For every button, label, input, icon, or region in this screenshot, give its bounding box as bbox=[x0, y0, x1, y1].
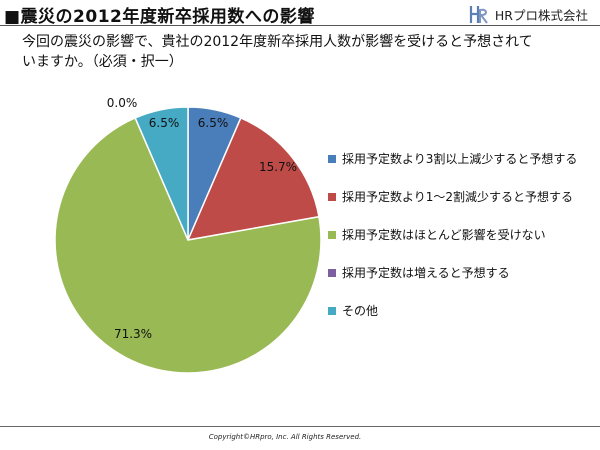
slice-value-label: 71.3% bbox=[114, 327, 152, 341]
page-title: ■震災の2012年度新卒採用数への影響 bbox=[4, 7, 315, 27]
legend-item: 採用予定数より3割以上減少すると予想する bbox=[328, 150, 577, 167]
copyright-text: Copyright©HRpro, Inc. All Rights Reserve… bbox=[208, 433, 362, 441]
legend-swatch bbox=[328, 154, 336, 163]
legend-item: 採用予定数は増えると予想する bbox=[328, 264, 510, 281]
legend-label: その他 bbox=[342, 304, 379, 318]
hr-logo-mark-icon bbox=[468, 3, 490, 25]
legend-swatch bbox=[328, 192, 336, 201]
legend-item: 採用予定数はほとんど影響を受けない bbox=[328, 226, 546, 243]
pie-slice bbox=[134, 106, 189, 241]
legend-swatch bbox=[328, 230, 336, 239]
question-line-1: 今回の震災の影響で、貴社の2012年度新卒採用人数が影響を受けると予想されて bbox=[22, 34, 533, 50]
legend-swatch bbox=[328, 268, 336, 277]
legend-label: 採用予定数はほとんど影響を受けない bbox=[342, 228, 546, 242]
pie-slice bbox=[186, 116, 320, 241]
legend-label: 採用予定数は増えると予想する bbox=[342, 266, 510, 280]
slice-value-label: 0.0% bbox=[107, 96, 138, 110]
header-divider bbox=[0, 25, 600, 26]
survey-question: 今回の震災の影響で、貴社の2012年度新卒採用人数が影響を受けると予想されて い… bbox=[22, 32, 542, 72]
slice-value-label: 6.5% bbox=[149, 116, 180, 130]
logo-text: HRプロ株式会社 bbox=[494, 7, 588, 23]
legend-item: その他 bbox=[328, 302, 378, 319]
legend-label: 採用予定数より1～2割減少すると予想する bbox=[342, 190, 574, 204]
slice-value-label: 6.5% bbox=[198, 116, 229, 130]
legend-item: 採用予定数より1～2割減少すると予想する bbox=[328, 188, 573, 205]
legend-swatch bbox=[328, 306, 336, 315]
question-line-2: いますか。（必須・択一） bbox=[22, 54, 183, 70]
company-logo: HRプロ株式会社 bbox=[468, 3, 588, 25]
legend-label: 採用予定数より3割以上減少すると予想する bbox=[342, 152, 578, 166]
footer-divider bbox=[0, 426, 600, 427]
pie-slice bbox=[54, 116, 322, 374]
slice-value-label: 15.7% bbox=[259, 160, 297, 174]
